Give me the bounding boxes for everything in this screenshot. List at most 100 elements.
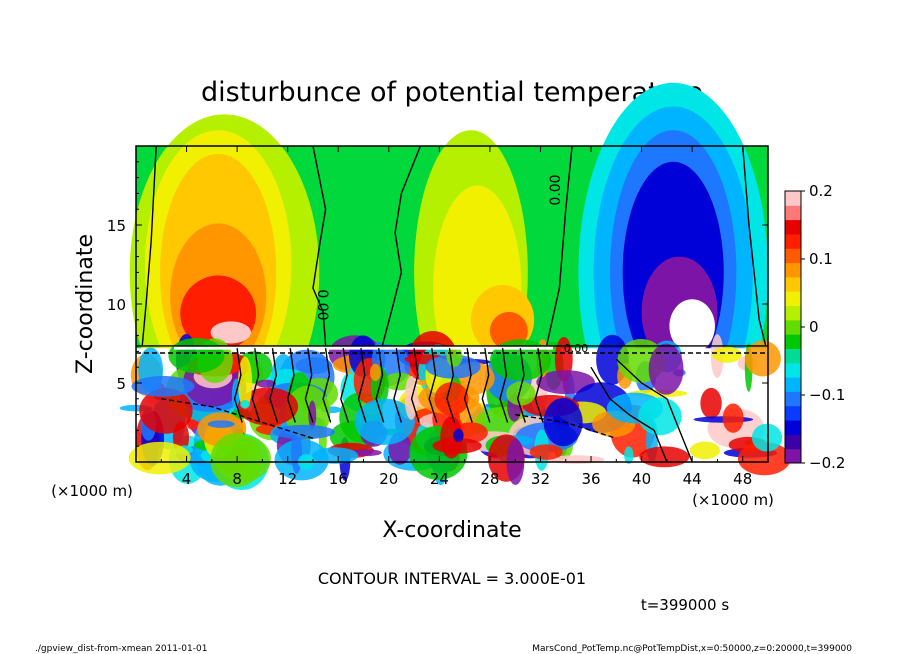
colorbar-segment xyxy=(785,377,801,392)
turbulence-patch xyxy=(453,428,464,442)
x-tick-label: 40 xyxy=(632,470,651,488)
turbulence-patch xyxy=(128,441,191,475)
contour-label: 0.00 xyxy=(314,289,330,320)
turbulence-patch xyxy=(638,397,682,436)
contour-line xyxy=(141,145,157,346)
contour-line xyxy=(590,366,668,463)
contour-line xyxy=(463,348,473,423)
contour-line xyxy=(499,348,509,423)
colorbar-label: 0.2 xyxy=(809,182,833,200)
contour-line xyxy=(410,348,420,423)
contour-line xyxy=(375,348,385,423)
colorbar-segment xyxy=(785,348,801,364)
contour-line xyxy=(251,348,261,423)
turbulence-patch xyxy=(369,363,381,381)
colorbar-segment xyxy=(785,448,801,464)
contour-line xyxy=(340,348,350,423)
y-tick-label: 10 xyxy=(107,296,126,314)
turbulence-patch xyxy=(308,400,317,429)
footer-left: ./gpview_dist-from-xmean 2011-01-01 xyxy=(35,644,207,654)
x-tick-label: 48 xyxy=(733,470,752,488)
contour-line xyxy=(357,348,367,423)
contour-line xyxy=(534,348,544,423)
turbulence-patch xyxy=(139,388,193,434)
contour-line xyxy=(322,348,332,423)
turbulence-patch xyxy=(207,420,235,428)
contour-line xyxy=(381,145,422,346)
turbulence-patch xyxy=(131,375,195,397)
turbulence-patch xyxy=(434,382,469,416)
x-axis-label: X-coordinate xyxy=(382,518,521,543)
contour-line xyxy=(742,145,767,346)
interface-band xyxy=(173,346,554,350)
turbulence-patch xyxy=(700,387,722,419)
turbulence-patch xyxy=(238,356,253,409)
turbulence-patch xyxy=(272,424,335,440)
y-tick-label: 5 xyxy=(116,375,126,393)
colorbar-segment xyxy=(785,319,801,335)
colorbar-segment xyxy=(785,248,801,264)
colorbar-segment xyxy=(785,391,801,407)
contour-label: 0.00 xyxy=(564,342,589,355)
contour-line xyxy=(546,145,573,346)
colorbar-segment xyxy=(785,420,801,435)
turbulence-patch xyxy=(432,437,482,454)
turbulence-patch xyxy=(256,379,276,388)
footer-right: MarsCond_PotTemp.nc@PotTempDist,x=0:5000… xyxy=(532,644,852,654)
turbulence-patch xyxy=(737,441,791,476)
x-axis: 4 8 12 16 20 24 28 32 36 40 44 48 xyxy=(160,146,752,488)
turbulence-patch xyxy=(712,346,742,363)
contour-line xyxy=(428,348,438,423)
colorbar-label: −0.2 xyxy=(809,454,845,472)
turbulence-patch xyxy=(689,441,720,460)
colorbar-segment xyxy=(785,219,801,235)
x-unit-right: (×1000 m) xyxy=(692,491,774,509)
contour-line xyxy=(269,348,279,423)
x-tick-label: 44 xyxy=(683,470,702,488)
turbulence-patch xyxy=(722,403,744,433)
colorbar-label: 0 xyxy=(809,318,819,336)
turbulence-patch xyxy=(624,446,634,464)
turbulence-patch xyxy=(350,449,382,457)
time-text: t=399000 s xyxy=(641,596,729,614)
x-tick-label: 24 xyxy=(430,470,449,488)
turbulence-patch xyxy=(295,357,333,374)
colorbar-segment xyxy=(785,305,801,321)
colorbar-segment xyxy=(785,434,801,450)
field-blob xyxy=(210,321,252,344)
plot-area xyxy=(119,82,791,490)
y-axis-label: Z-coordinate xyxy=(73,234,98,374)
chart-title: disturbunce of potential temperature xyxy=(201,77,703,108)
contour-line xyxy=(446,348,456,423)
turbulence-patch xyxy=(648,343,684,395)
colorbar xyxy=(785,191,801,464)
colorbar-segment xyxy=(785,233,801,249)
contour-line xyxy=(515,413,617,439)
colorbar-label: −0.1 xyxy=(809,386,845,404)
x-unit-left: (×1000 m) xyxy=(51,482,133,500)
contour-line xyxy=(481,348,491,423)
turbulence-patch xyxy=(529,444,563,460)
turbulence-patch xyxy=(425,354,481,379)
contour-lines xyxy=(136,145,768,463)
colorbar-label: 0.1 xyxy=(809,250,833,268)
field-patterns xyxy=(119,82,791,490)
y-axis: 5 10 15 xyxy=(107,161,768,447)
contour-line xyxy=(312,145,327,346)
turbulence-patch xyxy=(210,433,263,488)
colorbar-segment xyxy=(785,362,801,378)
x-tick-label: 8 xyxy=(232,470,242,488)
contour-line xyxy=(233,348,243,423)
x-tick-label: 20 xyxy=(379,470,398,488)
y-tick-label: 15 xyxy=(107,217,126,235)
contour-line xyxy=(304,348,314,423)
colorbar-segment xyxy=(785,405,801,421)
x-tick-label: 12 xyxy=(278,470,297,488)
contour-line xyxy=(161,398,314,439)
x-tick-label: 4 xyxy=(182,470,192,488)
colorbar-segment xyxy=(785,291,801,307)
turbulence-patch xyxy=(168,337,225,374)
colorbar-segment xyxy=(785,205,801,221)
turbulence-patch xyxy=(506,381,536,406)
